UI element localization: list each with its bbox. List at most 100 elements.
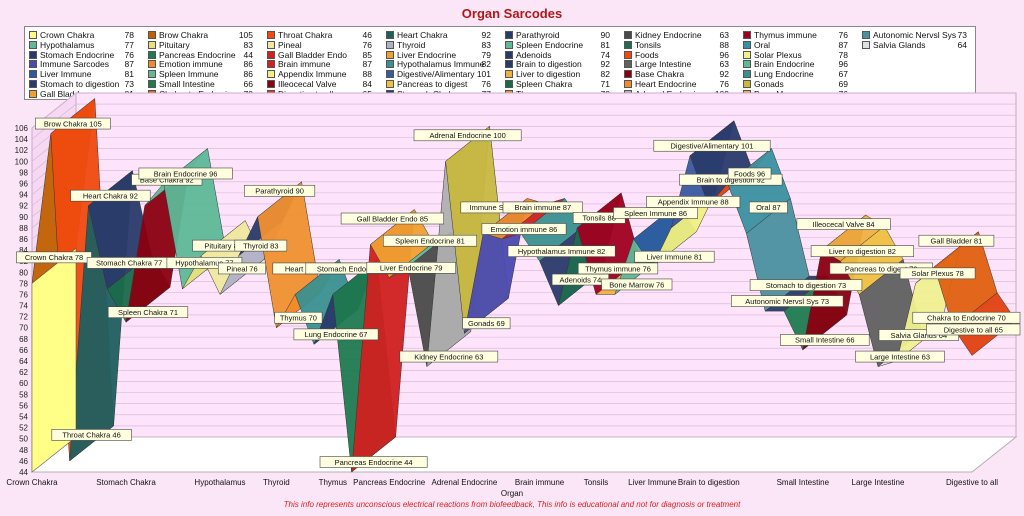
legend-swatch xyxy=(862,40,870,49)
legend-swatch xyxy=(743,40,751,49)
data-label-text: Pancreas to digest 76 xyxy=(845,264,918,273)
legend-label: Brow Chakra xyxy=(159,30,209,40)
legend-item-thyroid: Thyroid 83 xyxy=(386,40,491,50)
data-label-crown-chakra: Crown Chakra 78 xyxy=(16,251,92,264)
data-label-box xyxy=(234,239,288,252)
footer-disclaimer: This info represents unconscious electri… xyxy=(283,500,741,509)
legend-item-liver-immune: Liver Immune 81 xyxy=(29,69,134,79)
x-tick-label: Liver Immune xyxy=(628,478,677,487)
data-label-box xyxy=(218,262,267,275)
legend-item-adenoids: Adenoids 74 xyxy=(505,50,610,60)
data-label-text: Appendix Immune 88 xyxy=(658,198,729,207)
legend-value: 88 xyxy=(719,39,729,50)
legend-value: 85 xyxy=(362,49,372,60)
x-tick-label: Small Intestine xyxy=(777,478,830,487)
legend-value: 87 xyxy=(838,39,848,50)
legend-label: Gall Bladder xyxy=(40,88,87,99)
legend-value: 76 xyxy=(719,79,729,89)
data-label-text: Brow Chakra 105 xyxy=(44,119,102,128)
y-tick-label: 46 xyxy=(19,457,28,466)
data-label-adrenal-endocrine: Adrenal Endocrine 100 xyxy=(413,129,522,142)
legend-swatch xyxy=(862,31,870,39)
legend-item-appendix-immune: Appendix Immune 88 xyxy=(267,69,372,79)
legend-value: 86 xyxy=(243,69,253,80)
legend-swatch xyxy=(29,80,37,88)
legend-value: 96 xyxy=(838,59,848,70)
data-label-text: Digestive to all 65 xyxy=(944,325,1003,334)
data-label-gall-bladder: Gall Bladder 81 xyxy=(918,234,995,247)
data-label-box xyxy=(382,234,477,247)
data-label-heart-chakra: Heart Chakra 92 xyxy=(70,189,151,202)
x-tick-label: Digestive to all xyxy=(946,478,998,487)
data-label-box xyxy=(926,323,1021,336)
x-tick-label: Brain immune xyxy=(515,478,565,487)
legend-label: Liver to digestion xyxy=(516,69,581,80)
legend-swatch xyxy=(267,70,275,79)
data-label-box xyxy=(293,328,379,341)
data-label-text: Gonads 69 xyxy=(468,319,505,328)
x-tick-label: Thymus xyxy=(319,478,347,487)
legend-label: Gonads xyxy=(754,79,784,89)
x-tick-label: Crown Chakra xyxy=(6,478,58,487)
data-label-chakra-to-endocrine: Chakra to Endocrine 70 xyxy=(912,311,1021,324)
legend-label: Salvia Glands xyxy=(873,39,926,50)
legend-value: 76 xyxy=(124,49,134,60)
legend-value: 81 xyxy=(124,69,134,80)
data-label-text: Thymus immune 76 xyxy=(585,264,651,273)
data-label-text: Illeocecal Valve 84 xyxy=(813,220,875,229)
legend-label: Emotion immune xyxy=(159,59,223,70)
data-label-box xyxy=(855,350,945,363)
data-label-parathyroid: Parathyroid 90 xyxy=(244,184,316,197)
legend-swatch xyxy=(743,70,751,79)
legend-value: 78 xyxy=(124,30,134,40)
data-label-box xyxy=(796,218,891,230)
data-label-lung-endocrine: Lung Endocrine 67 xyxy=(293,328,379,341)
data-label-foods: Foods 96 xyxy=(727,167,772,180)
y-tick-label: 98 xyxy=(19,168,28,177)
data-label-text: Chakra to Endocrine 70 xyxy=(927,314,1006,323)
legend-label: Thymus immune xyxy=(754,30,817,40)
legend-value: 86 xyxy=(243,59,253,70)
data-label-text: Thymus 70 xyxy=(280,314,317,323)
data-label-box xyxy=(646,196,741,208)
data-label-text: Throat Chakra 46 xyxy=(62,431,120,440)
data-label-throat-chakra: Throat Chakra 46 xyxy=(51,429,132,441)
legend-label: Appendix Immune xyxy=(278,69,347,80)
legend-value: 82 xyxy=(481,59,491,70)
y-tick-label: 100 xyxy=(15,157,29,166)
legend-label: Base Chakra xyxy=(635,69,685,80)
legend-swatch xyxy=(29,70,37,79)
legend-label: Stomach Endocrine xyxy=(40,49,115,60)
legend-swatch xyxy=(505,70,513,79)
legend-item-small-intestine: Small Intestine 66 xyxy=(148,79,253,89)
legend-value: 81 xyxy=(600,39,610,50)
data-label-box xyxy=(481,223,567,235)
legend-value: 67 xyxy=(838,69,848,80)
legend-label: Kidney Endocrine xyxy=(635,30,702,40)
x-tick-label: Pancreas Endocrine xyxy=(353,478,426,487)
legend-value: 90 xyxy=(600,30,610,40)
legend-swatch xyxy=(386,40,394,49)
data-labels: Crown Chakra 78 Brow Chakra 105 Throat Cha… xyxy=(16,117,1021,468)
legend-swatch xyxy=(386,70,394,79)
x-axis-label: Organ xyxy=(501,489,523,498)
legend-item-emotion-immune: Emotion immune 86 xyxy=(148,59,253,69)
legend-value: 88 xyxy=(362,69,372,80)
legend-value: 83 xyxy=(481,39,491,50)
data-label-box xyxy=(366,262,456,274)
y-tick-label: 74 xyxy=(19,302,28,311)
data-label-box xyxy=(899,267,976,280)
data-label-text: Gall Bladder Endo 85 xyxy=(357,214,428,223)
data-label-box xyxy=(912,311,1021,324)
data-label-digestive-to-all: Digestive to all 65 xyxy=(926,323,1021,336)
legend-swatch xyxy=(148,80,156,88)
data-label-box xyxy=(340,212,445,225)
legend-swatch xyxy=(267,50,275,59)
legend-label: Pituitary xyxy=(159,39,190,50)
data-label-text: Brain immune 87 xyxy=(514,203,571,212)
legend-swatch xyxy=(624,50,632,59)
data-label-text: Brain Endocrine 96 xyxy=(154,169,218,178)
legend-swatch xyxy=(29,50,37,59)
legend-item-heart-chakra: Heart Chakra 92 xyxy=(386,30,491,40)
